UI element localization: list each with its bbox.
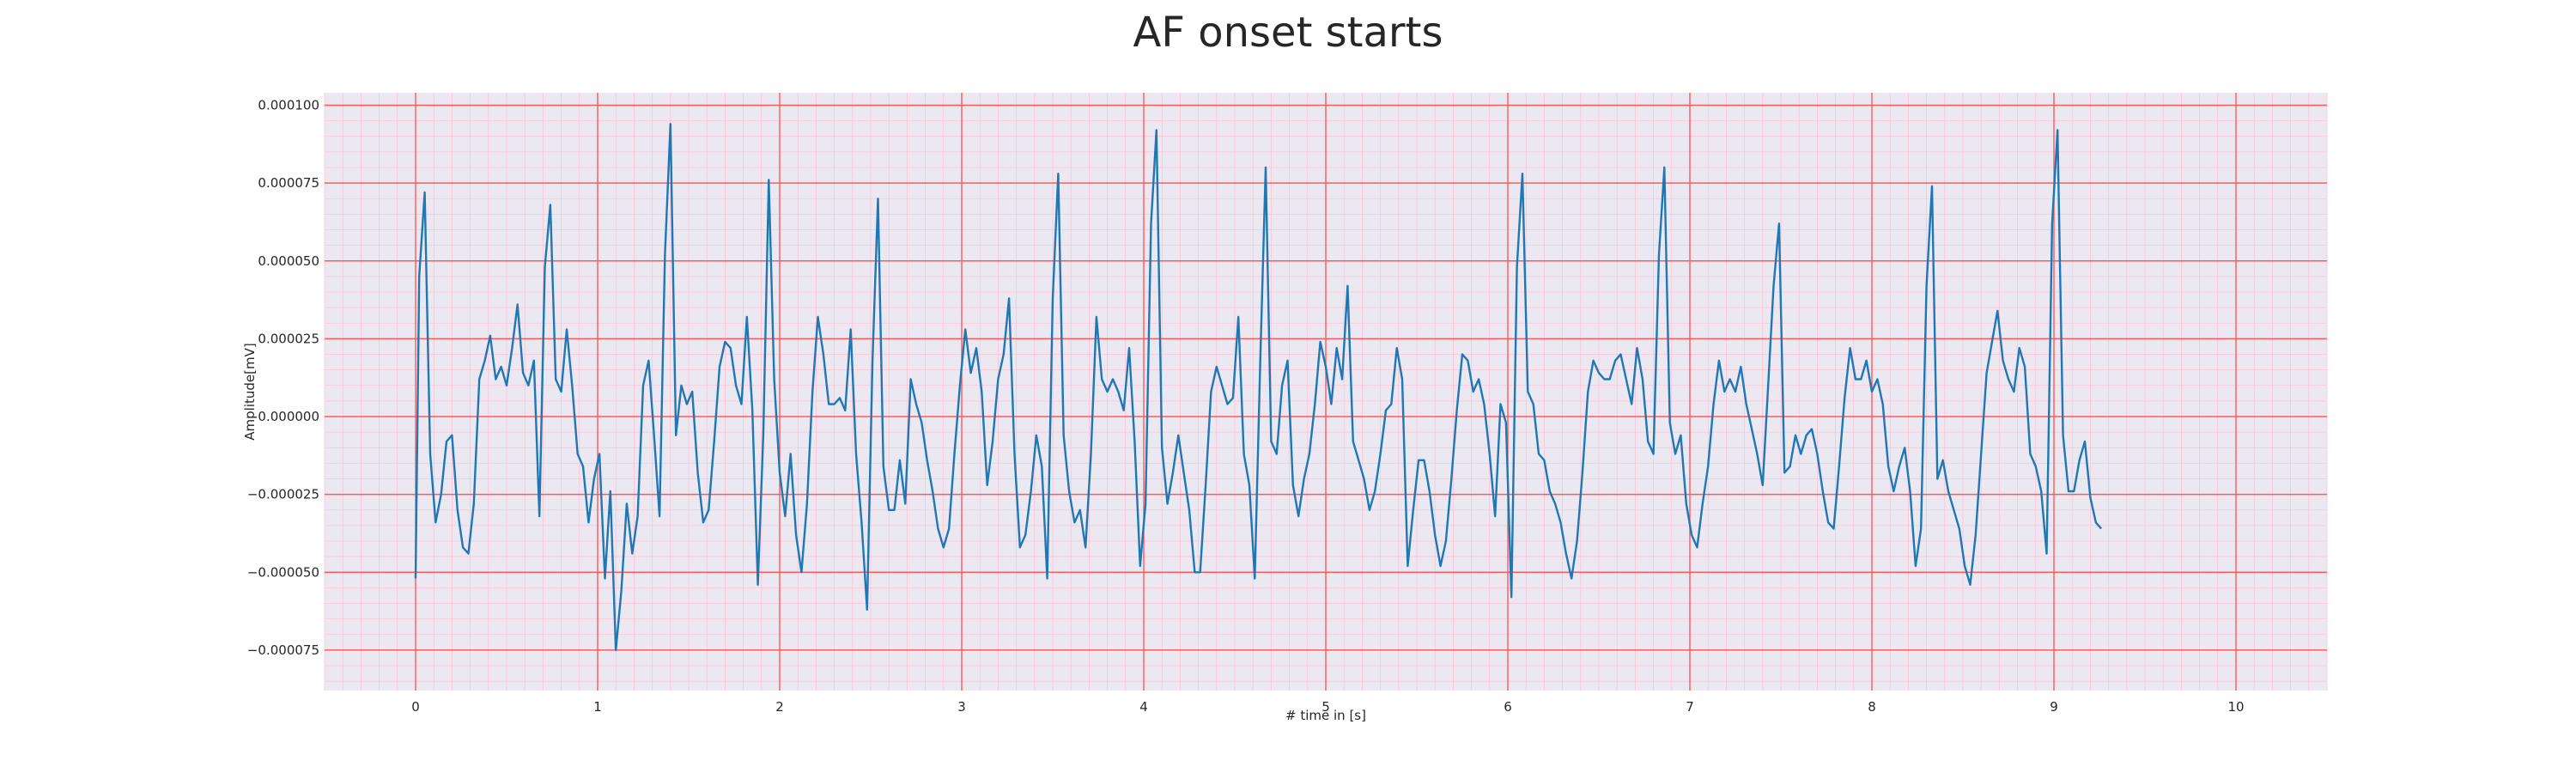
- x-tick-label: 1: [593, 699, 602, 715]
- x-tick-label: 9: [2050, 699, 2058, 715]
- x-tick-label: 2: [775, 699, 784, 715]
- x-tick-label: 10: [2227, 699, 2244, 715]
- x-axis-label: # time in [s]: [1285, 708, 1366, 723]
- x-tick-label: 6: [1504, 699, 1512, 715]
- y-tick-label: 0.000100: [258, 98, 319, 113]
- x-tick-labels: 0 1 2 3 4 5 6 7 8 9 10: [411, 699, 2244, 715]
- y-tick-label: −0.000025: [247, 487, 319, 502]
- x-tick-label: 0: [411, 699, 420, 715]
- y-tick-label: −0.000050: [247, 564, 319, 580]
- series-line-ecg: [414, 123, 2103, 652]
- x-tick-label: 4: [1139, 699, 1148, 715]
- chart-title: AF onset starts: [1133, 9, 1443, 57]
- y-axis-label: Amplitude[mV]: [242, 343, 258, 440]
- y-tick-label: 0.000000: [258, 409, 319, 424]
- x-tick-label: 8: [1868, 699, 1876, 715]
- y-tick-label: −0.000075: [247, 642, 319, 658]
- x-tick-label: 7: [1686, 699, 1694, 715]
- y-tick-label: 0.000025: [258, 331, 319, 346]
- x-tick-label: 3: [957, 699, 966, 715]
- y-tick-label: 0.000050: [258, 253, 319, 269]
- x-tick-label: 5: [1321, 699, 1330, 715]
- y-tick-label: 0.000075: [258, 175, 319, 191]
- y-tick-labels: 0.000100 0.000075 0.000050 0.000025 0.000000…: [247, 98, 319, 658]
- series-layer: [414, 123, 2103, 652]
